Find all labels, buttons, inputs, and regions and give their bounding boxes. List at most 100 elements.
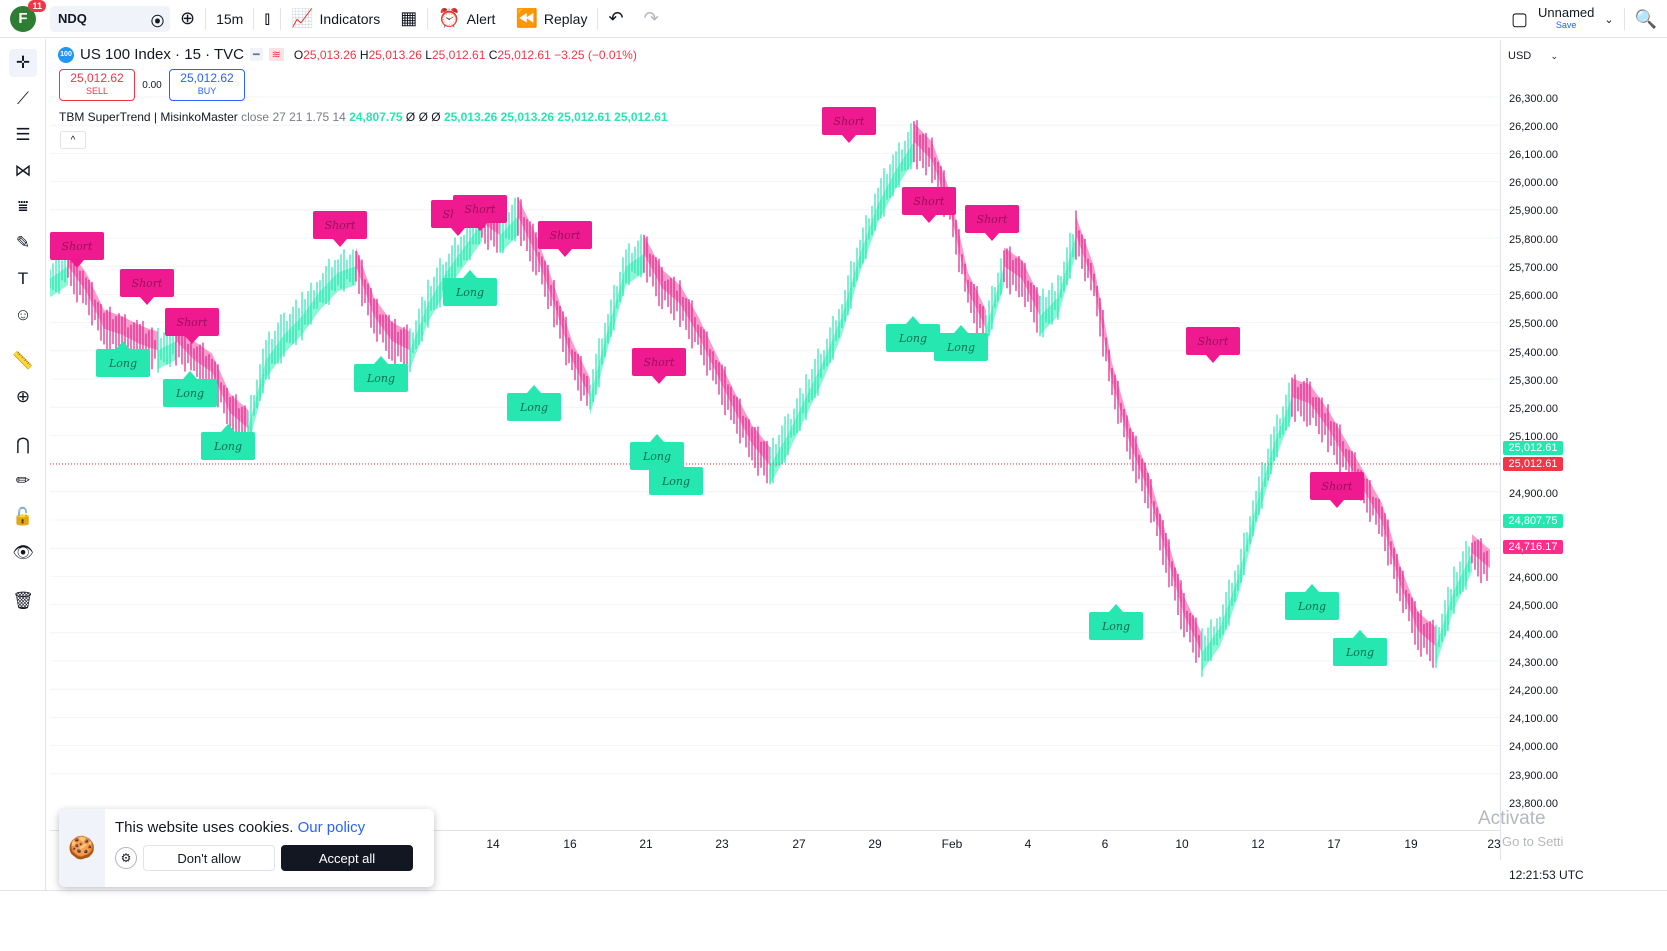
legend-settings-icon[interactable]: ━ — [249, 48, 263, 61]
brush-icon: ✎ — [15, 233, 31, 252]
fullscreen-button[interactable]: ▢ — [1501, 0, 1538, 38]
symbol-title[interactable]: US 100 Index · 15 · TVC — [80, 46, 244, 63]
short-signal: Short — [965, 205, 1019, 241]
trendline-tool[interactable]: ⟋ — [9, 85, 37, 113]
layout-dropdown-button[interactable]: ⌄ — [1594, 0, 1623, 38]
collapse-legend-button[interactable]: ^ — [60, 131, 86, 149]
lock-tool[interactable]: 🔓 — [9, 503, 37, 531]
symbol-options-icon[interactable]: ⦿ — [150, 13, 164, 29]
sell-button[interactable]: 25,012.62 SELL — [59, 69, 135, 101]
brush-tool[interactable]: ✎ — [9, 229, 37, 257]
user-avatar[interactable]: F 11 — [10, 0, 46, 32]
short-signal: Short — [538, 221, 592, 257]
compare-button[interactable]: ⊕ — [170, 0, 205, 38]
symbol-legend: 100 US 100 Index · 15 · TVC ━ ≋ O25,013.… — [58, 46, 637, 63]
chart-pane[interactable]: Short Short Short Short Short Short Short Short… — [50, 40, 1500, 850]
signal-label: Short — [914, 195, 946, 208]
legend-wave-icon[interactable]: ≋ — [268, 48, 284, 61]
clock-readout[interactable]: 12:21:53 UTC — [1509, 868, 1584, 882]
chart-type-button[interactable]: ⫾ — [254, 0, 280, 38]
signal-label: Short — [325, 219, 357, 232]
short-signal: Short — [120, 269, 174, 305]
signal-label: Long — [108, 357, 137, 370]
trendline-icon: ⟋ — [17, 89, 29, 108]
time-axis[interactable] — [50, 830, 1500, 860]
divider — [280, 7, 282, 30]
price-label: 24,300.00 — [1509, 657, 1558, 669]
notification-badge: 11 — [28, 0, 46, 12]
indicator-legend[interactable]: TBM SuperTrend | MisinkoMaster close 27 … — [59, 110, 668, 124]
price-label: 26,000.00 — [1509, 177, 1558, 189]
price-tag: 25,012.61 — [1503, 441, 1563, 455]
hide-tool[interactable]: 👁 — [9, 539, 37, 567]
indicators-button[interactable]: 📈 Indicators — [281, 0, 390, 38]
time-label: 14 — [486, 837, 500, 851]
layout-name-label: Unnamed — [1537, 5, 1595, 20]
signal-label: Short — [1198, 335, 1230, 348]
zoom-tool[interactable]: ⊕ — [9, 383, 37, 411]
remove-tool[interactable]: 🗑 — [9, 587, 37, 615]
short-signal: Short — [313, 211, 367, 247]
long-signal: Long — [934, 325, 988, 361]
price-label: 24,100.00 — [1509, 713, 1558, 725]
price-chart[interactable]: Short Short Short Short Short Short Short Short… — [50, 40, 1500, 850]
cookie-banner: 🍪 This website uses cookies. Our policy … — [59, 809, 434, 887]
dont-allow-button[interactable]: Don't allow — [143, 845, 275, 871]
index-logo: 100 — [58, 46, 74, 63]
price-label: 24,500.00 — [1509, 600, 1558, 612]
cookie-settings-button[interactable]: ⚙ — [115, 847, 137, 869]
currency-selector[interactable]: USD ⌄ — [1504, 46, 1562, 66]
price-label: 26,100.00 — [1509, 149, 1558, 161]
signal-label: Long — [946, 341, 975, 354]
quick-search-button[interactable]: 🔍 — [1625, 0, 1667, 38]
stay-drawing-tool[interactable]: ✏ — [9, 467, 37, 495]
signal-label: Short — [62, 240, 94, 253]
price-label: 25,200.00 — [1509, 403, 1558, 415]
alert-button[interactable]: ⏰ Alert — [428, 0, 505, 38]
text-tool[interactable]: T — [9, 265, 37, 293]
indicator-value-2: 25,013.26 — [443, 110, 498, 124]
windows-activation-watermark: Activate — [1478, 808, 1546, 829]
cookie-policy-link[interactable]: Our policy — [297, 819, 366, 836]
symbol-search-input[interactable]: NDQ ⦿ — [50, 5, 170, 32]
replay-button[interactable]: ⏪ Replay — [505, 0, 597, 38]
magnet-tool[interactable]: ⋂ — [9, 431, 37, 459]
zoom-in-icon: ⊕ — [15, 387, 31, 406]
avatar-letter: F — [18, 10, 28, 27]
long-signal: Long — [1089, 604, 1143, 640]
signal-label: Long — [455, 286, 484, 299]
trade-panel: 25,012.62 SELL 0.00 25,012.62 BUY — [59, 69, 245, 101]
chevron-down-icon: ⌄ — [1550, 50, 1558, 61]
redo-button[interactable]: ↷ — [634, 0, 669, 38]
layout-controls: ▢ Unnamed Save ⌄ 🔍 — [1501, 0, 1667, 38]
grid-icon: ▦ — [400, 8, 418, 28]
accept-all-button[interactable]: Accept all — [281, 845, 413, 871]
alert-label: Alert — [466, 10, 496, 27]
long-signal: Long — [649, 459, 703, 495]
crosshair-tool[interactable]: ✛ — [9, 49, 37, 77]
divider — [253, 7, 255, 30]
price-label: 25,400.00 — [1509, 347, 1558, 359]
sell-label: SELL — [85, 86, 109, 96]
signal-label: Short — [644, 356, 676, 369]
buy-button[interactable]: 25,012.62 BUY — [169, 69, 245, 101]
ruler-icon: 📏 — [12, 351, 34, 370]
pattern-tool[interactable]: ⋈ — [9, 157, 37, 185]
templates-button[interactable]: ▦ — [390, 0, 427, 38]
measure-tool[interactable]: 📏 — [9, 347, 37, 375]
price-label: 24,200.00 — [1509, 685, 1558, 697]
time-label: 23 — [1487, 837, 1501, 851]
long-signal: Long — [1285, 584, 1339, 620]
forecast-tool[interactable]: ⩸ — [9, 193, 37, 221]
layout-name-button[interactable]: Unnamed Save — [1538, 6, 1594, 32]
short-signal: Short — [632, 348, 686, 384]
price-label: 26,200.00 — [1509, 121, 1558, 133]
undo-button[interactable]: ↶ — [598, 0, 633, 38]
time-label: 17 — [1327, 837, 1341, 851]
divider — [597, 7, 599, 30]
fib-tool[interactable]: ☰ — [9, 121, 37, 149]
buy-label: BUY — [197, 86, 217, 96]
interval-button[interactable]: 15m — [206, 0, 253, 38]
emoji-tool[interactable]: ☺ — [9, 301, 37, 329]
price-label: 26,300.00 — [1509, 93, 1558, 105]
